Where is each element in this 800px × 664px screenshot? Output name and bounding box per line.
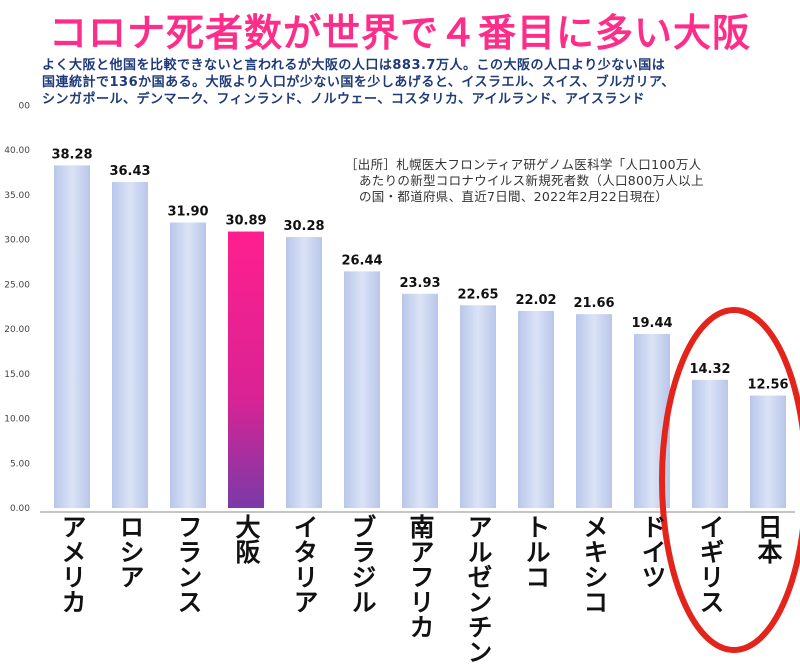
category-label: イギリス	[696, 514, 725, 614]
source-note: ［出所］札幌医大フロンティア研ゲノム医科学「人口100万人 あたりの新型コロナウ…	[345, 157, 795, 205]
bar	[576, 314, 612, 508]
source-line: あたりの新型コロナウイルス新規死者数（人口800万人以上	[359, 173, 704, 188]
bar	[286, 236, 322, 508]
annotation-circle	[659, 307, 800, 653]
bar	[692, 379, 728, 508]
value-label: 12.56	[747, 378, 788, 393]
y-tick-label: 0.00	[10, 504, 30, 514]
category-label: イタリア	[290, 514, 319, 614]
value-label: 31.90	[167, 204, 208, 219]
category-label: 大阪	[232, 514, 261, 564]
category-label: メキシコ	[580, 514, 609, 614]
chart-subtitle: よく大阪と他国を比較できないと言われるが大阪の人口は883.7万人。この大阪の人…	[42, 57, 782, 108]
value-label: 23.93	[399, 276, 440, 291]
value-label: 21.66	[573, 296, 614, 311]
value-label: 22.65	[457, 287, 498, 302]
bar	[112, 181, 148, 508]
bar	[518, 310, 554, 508]
bar	[344, 271, 380, 508]
bar-highlight	[228, 231, 264, 509]
value-label: 38.28	[51, 147, 92, 162]
subtitle-line: 国連統計で136か国ある。大阪より人口が少ない国を少しあげると、イスラエル、スイ…	[42, 75, 675, 90]
value-label: 36.43	[109, 164, 150, 179]
subtitle-line: シンガポール、デンマーク、フィンランド、ノルウェー、コスタリカ、アイルランド、ア…	[42, 92, 645, 107]
bar	[54, 165, 90, 509]
value-label: 26.44	[341, 253, 382, 268]
bar	[460, 305, 496, 508]
category-label: トルコ	[522, 514, 551, 589]
bar	[402, 293, 438, 508]
value-label: 14.32	[689, 362, 730, 377]
category-label: 南アフリカ	[406, 514, 435, 639]
bar	[750, 395, 786, 508]
y-tick-label: 00	[19, 101, 31, 111]
subtitle-line: よく大阪と他国を比較できないと言われるが大阪の人口は883.7万人。この大阪の人…	[42, 58, 666, 73]
value-label: 22.02	[515, 293, 556, 308]
y-tick-label: 5.00	[10, 459, 30, 469]
category-label: ドイツ	[638, 514, 667, 589]
category-label: 日本	[754, 514, 783, 564]
y-tick-label: 40.00	[4, 146, 30, 156]
y-tick-label: 30.00	[4, 236, 30, 246]
bar	[170, 222, 206, 508]
value-label: 30.28	[283, 219, 324, 234]
category-label: ブラジル	[348, 514, 377, 614]
value-label: 30.89	[225, 214, 266, 229]
y-tick-label: 10.00	[4, 415, 30, 425]
source-line: ［出所］札幌医大フロンティア研ゲノム医科学「人口100万人	[345, 157, 702, 172]
chart-title: コロナ死者数が世界で４番目に多い大阪	[48, 11, 751, 55]
source-line: の国・都道府県、直近7日間、2022年2月22日現在）	[359, 189, 669, 204]
value-label: 19.44	[631, 316, 672, 331]
y-tick-label: 20.00	[4, 325, 30, 335]
y-tick-label: 15.00	[4, 370, 30, 380]
category-label: アルゼンチン	[464, 514, 493, 664]
y-tick-label: 25.00	[4, 280, 30, 290]
category-label: フランス	[174, 514, 203, 614]
category-label: ロシア	[116, 514, 145, 589]
category-label: アメリカ	[58, 514, 87, 614]
y-tick-label: 35.00	[4, 191, 30, 201]
